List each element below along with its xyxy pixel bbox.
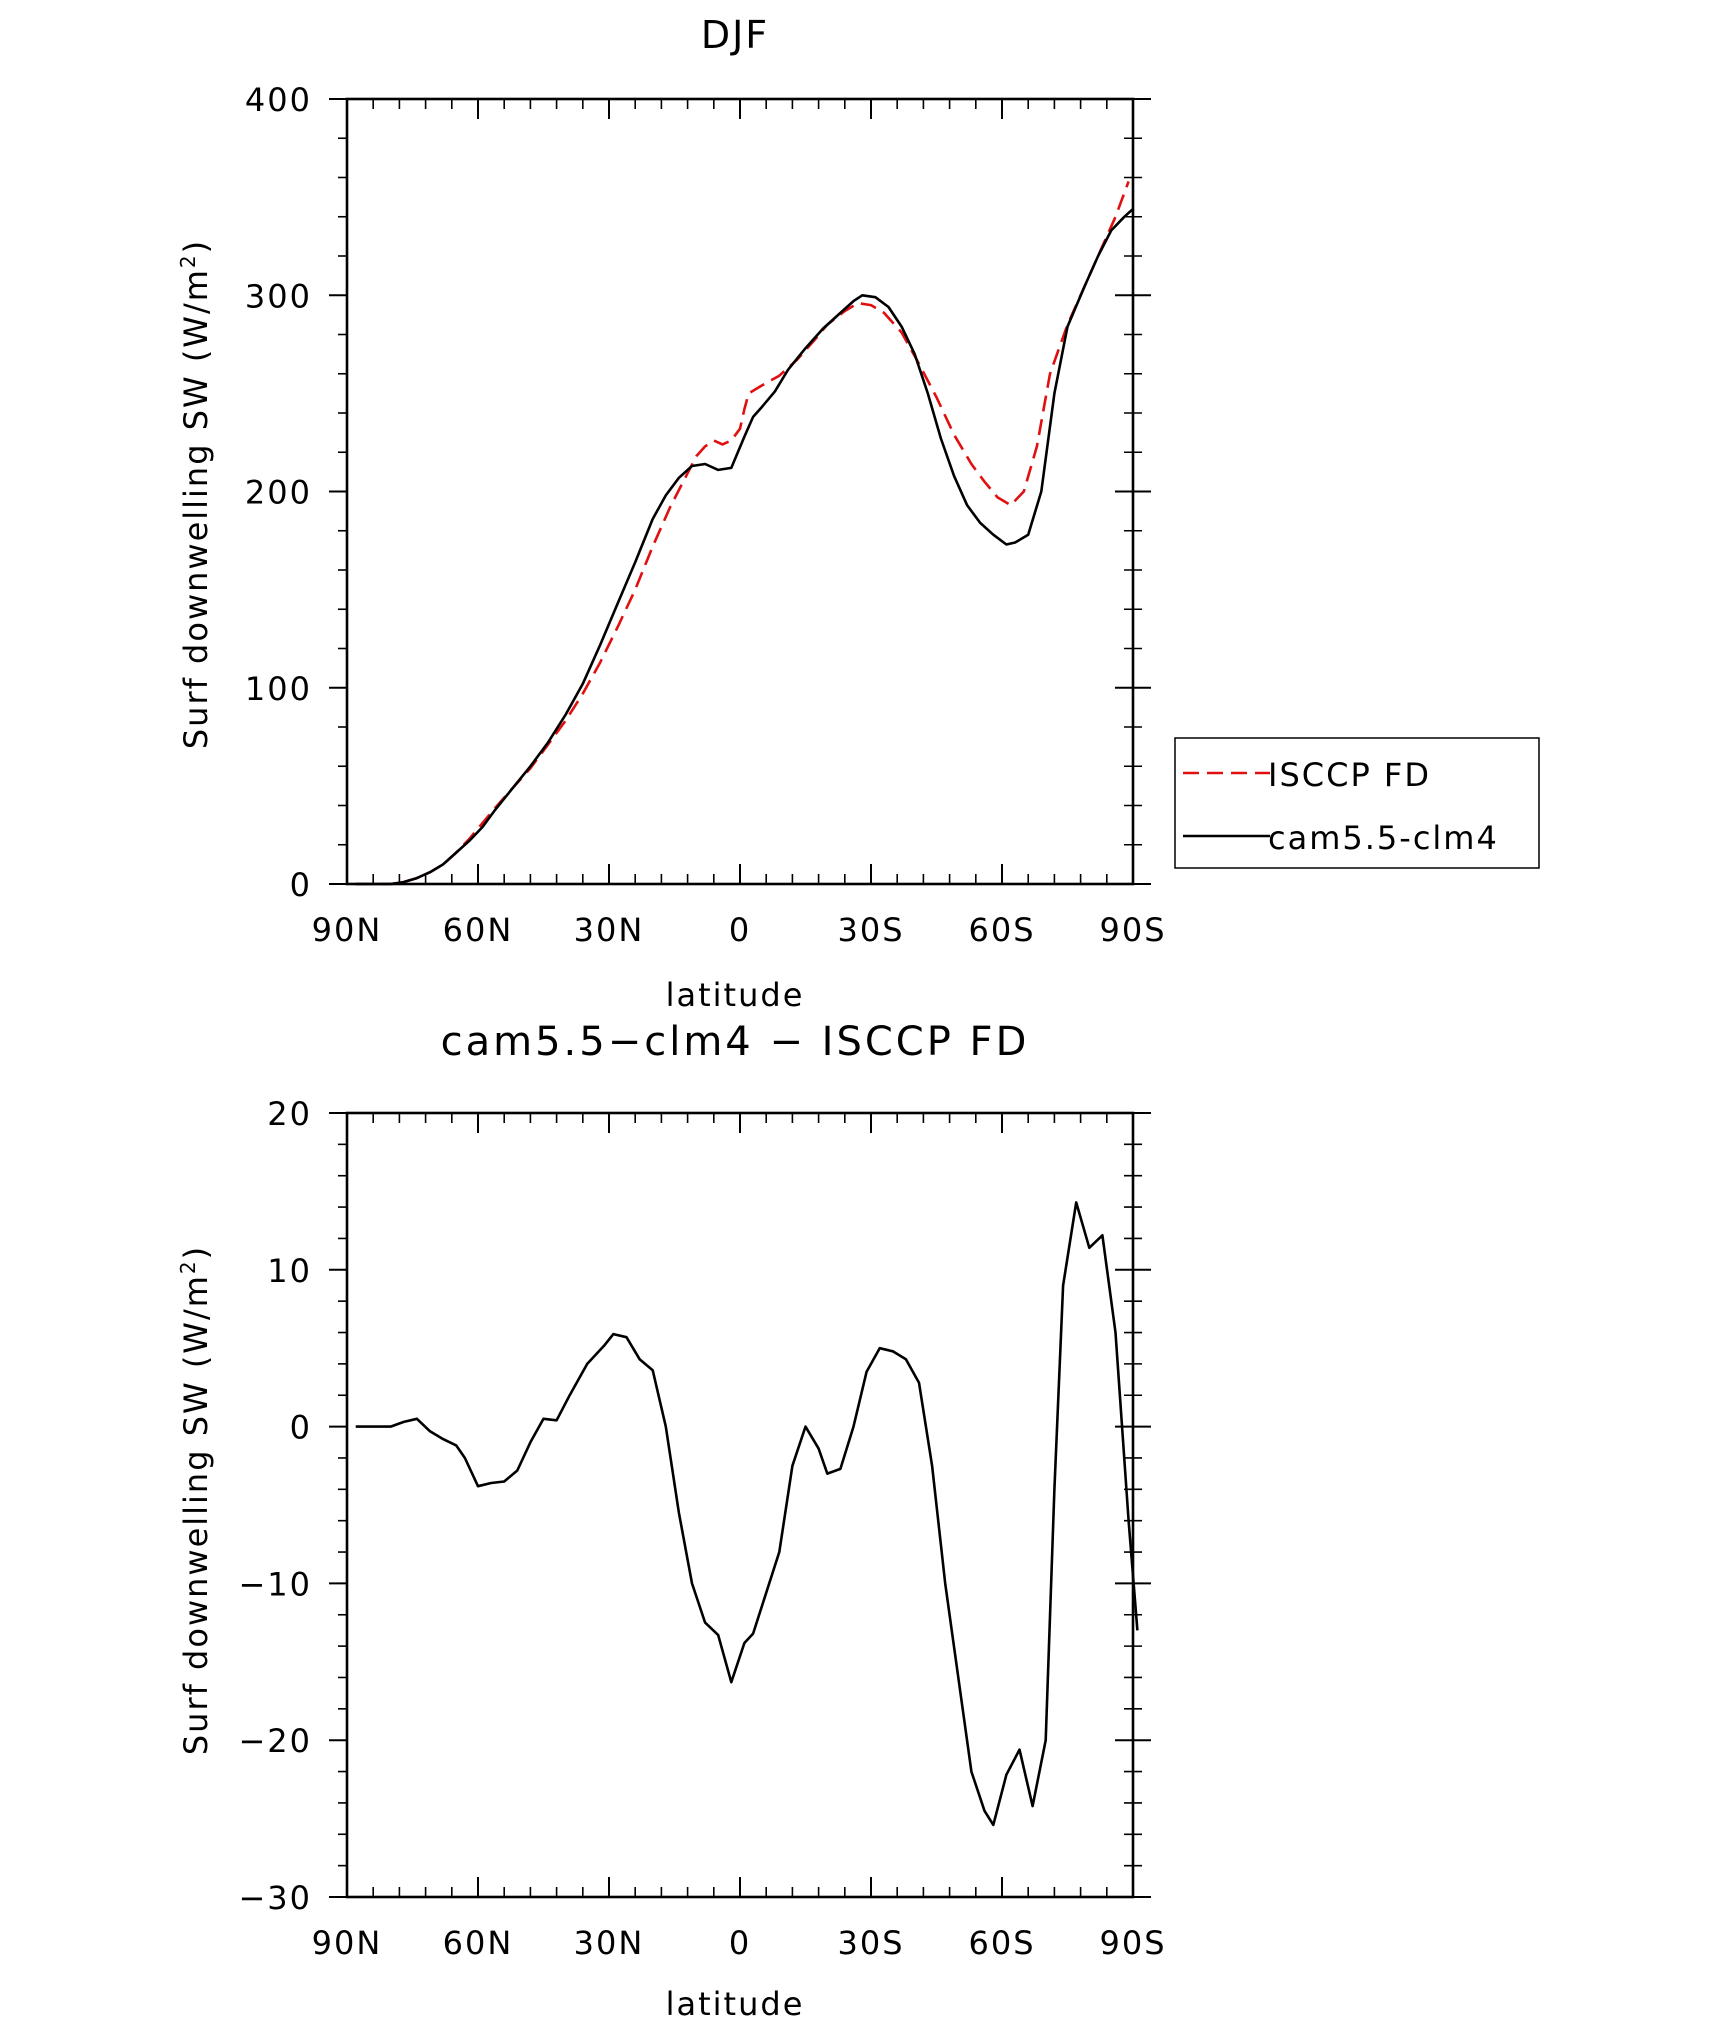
x-tick-label: 90S	[1099, 911, 1166, 949]
y-tick-label: 0	[290, 866, 312, 904]
x-tick-label: 90N	[312, 1924, 383, 1962]
plot-frame	[345, 1111, 1135, 1899]
legend-label-cam55-clm4: cam5.5-clm4	[1268, 819, 1499, 857]
legend: ISCCP FD cam5.5-clm4	[1174, 737, 1540, 869]
y-axis-label: Surf downwelling SW (W/m2)	[176, 1245, 215, 1755]
x-axis-label: latitude	[666, 1985, 805, 2021]
x-tick-label: 60S	[968, 911, 1035, 949]
y-tick-label: −30	[238, 1879, 312, 1917]
y-tick-label: −10	[238, 1565, 312, 1603]
chart-djf: DJF latitude Surf downwelling SW (W/m2) …	[176, 13, 1540, 1014]
x-tick-label: 90N	[312, 911, 383, 949]
y-tick-label: 100	[245, 670, 312, 708]
x-tick-label: 30S	[837, 1924, 904, 1962]
y-tick-label: 300	[245, 277, 312, 315]
x-tick-label: 30N	[574, 1924, 645, 1962]
y-axis-label: Surf downwelling SW (W/m2)	[176, 239, 215, 749]
y-tick-label: 200	[245, 474, 312, 512]
plot-frame	[345, 97, 1135, 886]
x-tick-label: 30N	[574, 911, 645, 949]
chart-title: DJF	[701, 13, 769, 57]
x-tick-label: 90S	[1099, 1924, 1166, 1962]
x-tick-label: 60N	[443, 1924, 514, 1962]
legend-label-isccp-fd: ISCCP FD	[1268, 756, 1431, 794]
x-tick-label: 60N	[443, 911, 514, 949]
series-line-isccp-fd	[355, 180, 1130, 886]
series-line-cam5-5-clm4	[355, 207, 1134, 886]
y-tick-label: 20	[267, 1095, 312, 1133]
legend-box	[1174, 737, 1540, 869]
x-tick-label: 60S	[968, 1924, 1035, 1962]
x-tick-label: 30S	[837, 911, 904, 949]
chart-title: cam5.5−clm4 − ISCCP FD	[441, 1019, 1030, 1065]
chart-difference: cam5.5−clm4 − ISCCP FD latitude Surf dow…	[176, 1019, 1166, 2023]
x-axis-label: latitude	[666, 976, 805, 1014]
x-tick-label: 0	[729, 911, 751, 949]
y-tick-label: −20	[238, 1722, 312, 1760]
x-tick-label: 0	[729, 1924, 751, 1962]
series-line-difference	[355, 1201, 1139, 1827]
y-tick-label: 10	[267, 1252, 312, 1290]
y-tick-label: 400	[245, 81, 312, 119]
y-tick-label: 0	[290, 1409, 312, 1447]
